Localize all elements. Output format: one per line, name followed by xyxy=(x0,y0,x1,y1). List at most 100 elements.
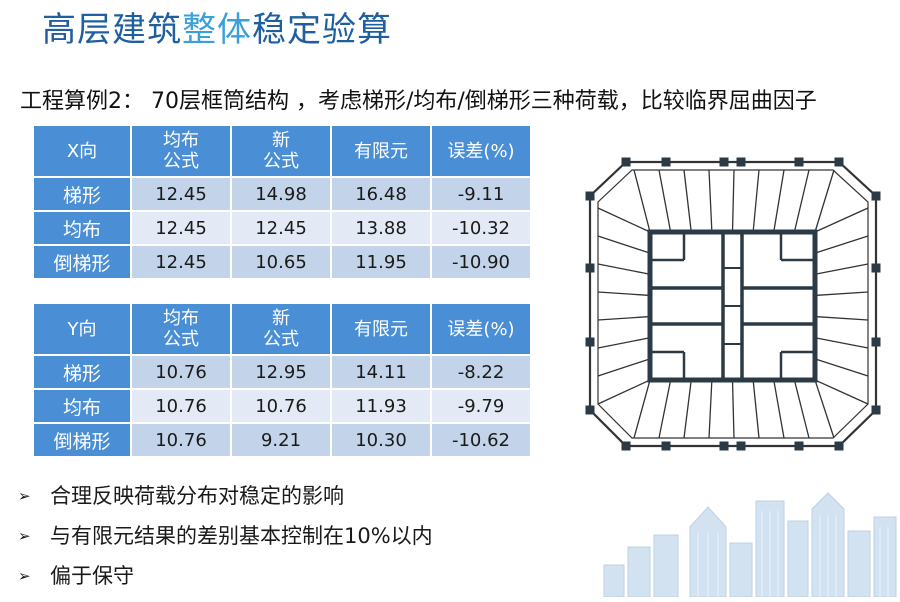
table-cell: -10.62 xyxy=(430,422,532,458)
table-cell: 11.95 xyxy=(330,244,432,280)
table-cell: -8.22 xyxy=(430,354,532,390)
column-marker xyxy=(794,441,804,451)
y-direction-table: Y向 均布 公式 新公式 有限元 误差(%) 梯形 10.76 12.95 14.… xyxy=(32,302,532,458)
column-marker xyxy=(621,157,631,167)
list-item: ➢ 与有限元结果的差别基本控制在10%以内 xyxy=(18,522,433,562)
table-cell: 10.76 xyxy=(130,354,232,390)
header-new-formula: 新公式 xyxy=(230,302,332,356)
row-label: 均布 xyxy=(32,210,132,246)
column-marker xyxy=(834,441,844,451)
header-uniform-formula: 均布 公式 xyxy=(130,302,232,356)
list-item: ➢ 合理反映荷载分布对稳定的影响 xyxy=(18,482,433,522)
column-marker xyxy=(661,157,671,167)
title-highlight: 整体 xyxy=(182,10,252,50)
floor-beam xyxy=(683,169,692,233)
row-label: 均布 xyxy=(32,388,132,424)
subtitle: 工程算例2： 70层框筒结构 ，考虑梯形/均布/倒梯形三种荷载，比较临界屈曲因子 xyxy=(20,89,817,114)
floor-beam xyxy=(793,169,810,233)
column-marker xyxy=(794,157,804,167)
table-cell: 9.21 xyxy=(230,422,332,458)
column-marker xyxy=(871,337,881,347)
core-outer-wall xyxy=(647,229,818,383)
table-row: 倒梯形 12.45 10.65 11.95 -10.90 xyxy=(32,244,532,280)
floor-beam xyxy=(814,358,869,377)
row-label: 倒梯形 xyxy=(32,244,132,280)
table-header-row: Y向 均布 公式 新公式 有限元 误差(%) xyxy=(32,302,532,356)
floor-beam xyxy=(597,263,651,275)
floor-beam xyxy=(752,379,760,439)
table-cell: 12.95 xyxy=(230,354,332,390)
floor-beam xyxy=(773,379,785,439)
table-cell: 13.88 xyxy=(330,210,432,246)
column-marker xyxy=(736,441,746,451)
floor-beam xyxy=(633,379,651,439)
table-cell: 10.30 xyxy=(330,422,432,458)
floor-beam xyxy=(658,379,672,439)
table-corner-cell: X向 xyxy=(32,124,132,178)
table-row: 倒梯形 10.76 9.21 10.30 -10.62 xyxy=(32,422,532,458)
column-marker xyxy=(719,441,729,451)
row-label: 倒梯形 xyxy=(32,422,132,458)
floor-beam xyxy=(658,169,672,233)
column-marker xyxy=(585,337,595,347)
bullet-list: ➢ 合理反映荷载分布对稳定的影响 ➢ 与有限元结果的差别基本控制在10%以内 ➢ 偏于… xyxy=(18,482,433,602)
floor-beam xyxy=(814,263,869,275)
floor-beam xyxy=(814,379,869,405)
bullet-text: 偏于保守 xyxy=(50,564,134,588)
floor-beam xyxy=(597,337,651,349)
table-cell: 12.45 xyxy=(130,176,232,212)
table-cell: -9.11 xyxy=(430,176,532,212)
column-marker xyxy=(585,405,595,415)
perimeter-columns xyxy=(585,157,881,451)
arrow-bullet-icon: ➢ xyxy=(18,527,31,545)
table-cell: 12.45 xyxy=(130,244,232,280)
arrow-bullet-icon: ➢ xyxy=(18,567,31,585)
floor-beam xyxy=(708,169,713,233)
floor-beam xyxy=(597,291,651,297)
floor-beam xyxy=(731,169,735,233)
page-title: 高层建筑整体稳定验算 xyxy=(42,2,392,51)
title-part1: 高层建筑 xyxy=(42,10,182,50)
table-header-row: X向 均布 公式 新公式 有限元 误差(%) xyxy=(32,124,532,178)
floor-beam xyxy=(597,315,651,321)
header-error: 误差(%) xyxy=(430,302,532,356)
header-fem: 有限元 xyxy=(330,302,432,356)
table-row: 梯形 10.76 12.95 14.11 -8.22 xyxy=(32,354,532,390)
table-corner-cell: Y向 xyxy=(32,302,132,356)
table-cell: 10.65 xyxy=(230,244,332,280)
row-label: 梯形 xyxy=(32,176,132,212)
column-marker xyxy=(736,157,746,167)
floor-beam xyxy=(814,235,869,254)
table-cell: -10.32 xyxy=(430,210,532,246)
floor-beam xyxy=(708,379,713,439)
bullet-text: 与有限元结果的差别基本控制在10%以内 xyxy=(50,524,433,548)
floor-beam xyxy=(597,235,651,254)
city-skyline-decoration xyxy=(603,492,897,597)
table-row: 均布 10.76 10.76 11.93 -9.79 xyxy=(32,388,532,424)
title-part2: 稳定验算 xyxy=(252,10,392,50)
header-uniform-formula: 均布 公式 xyxy=(130,124,232,178)
column-marker xyxy=(661,441,671,451)
table-cell: 14.98 xyxy=(230,176,332,212)
floor-beam xyxy=(814,169,835,233)
table-cell: 10.76 xyxy=(130,388,232,424)
x-direction-table: X向 均布 公式 新公式 有限元 误差(%) 梯形 12.45 14.98 16.… xyxy=(32,124,532,280)
table-row: 梯形 12.45 14.98 16.48 -9.11 xyxy=(32,176,532,212)
column-marker xyxy=(621,441,631,451)
floor-beam xyxy=(597,358,651,377)
floor-beam xyxy=(683,379,692,439)
table-cell: 10.76 xyxy=(230,388,332,424)
column-marker xyxy=(719,157,729,167)
floor-beam xyxy=(773,169,785,233)
core-walls xyxy=(647,229,818,383)
column-marker xyxy=(871,191,881,201)
table-cell: 10.76 xyxy=(130,422,232,458)
column-marker xyxy=(585,191,595,201)
column-marker xyxy=(834,157,844,167)
floor-beam xyxy=(597,207,651,233)
table-cell: 14.11 xyxy=(330,354,432,390)
table-cell: 12.45 xyxy=(230,210,332,246)
table-cell: -9.79 xyxy=(430,388,532,424)
table-cell: 11.93 xyxy=(330,388,432,424)
floor-beam xyxy=(814,379,835,439)
